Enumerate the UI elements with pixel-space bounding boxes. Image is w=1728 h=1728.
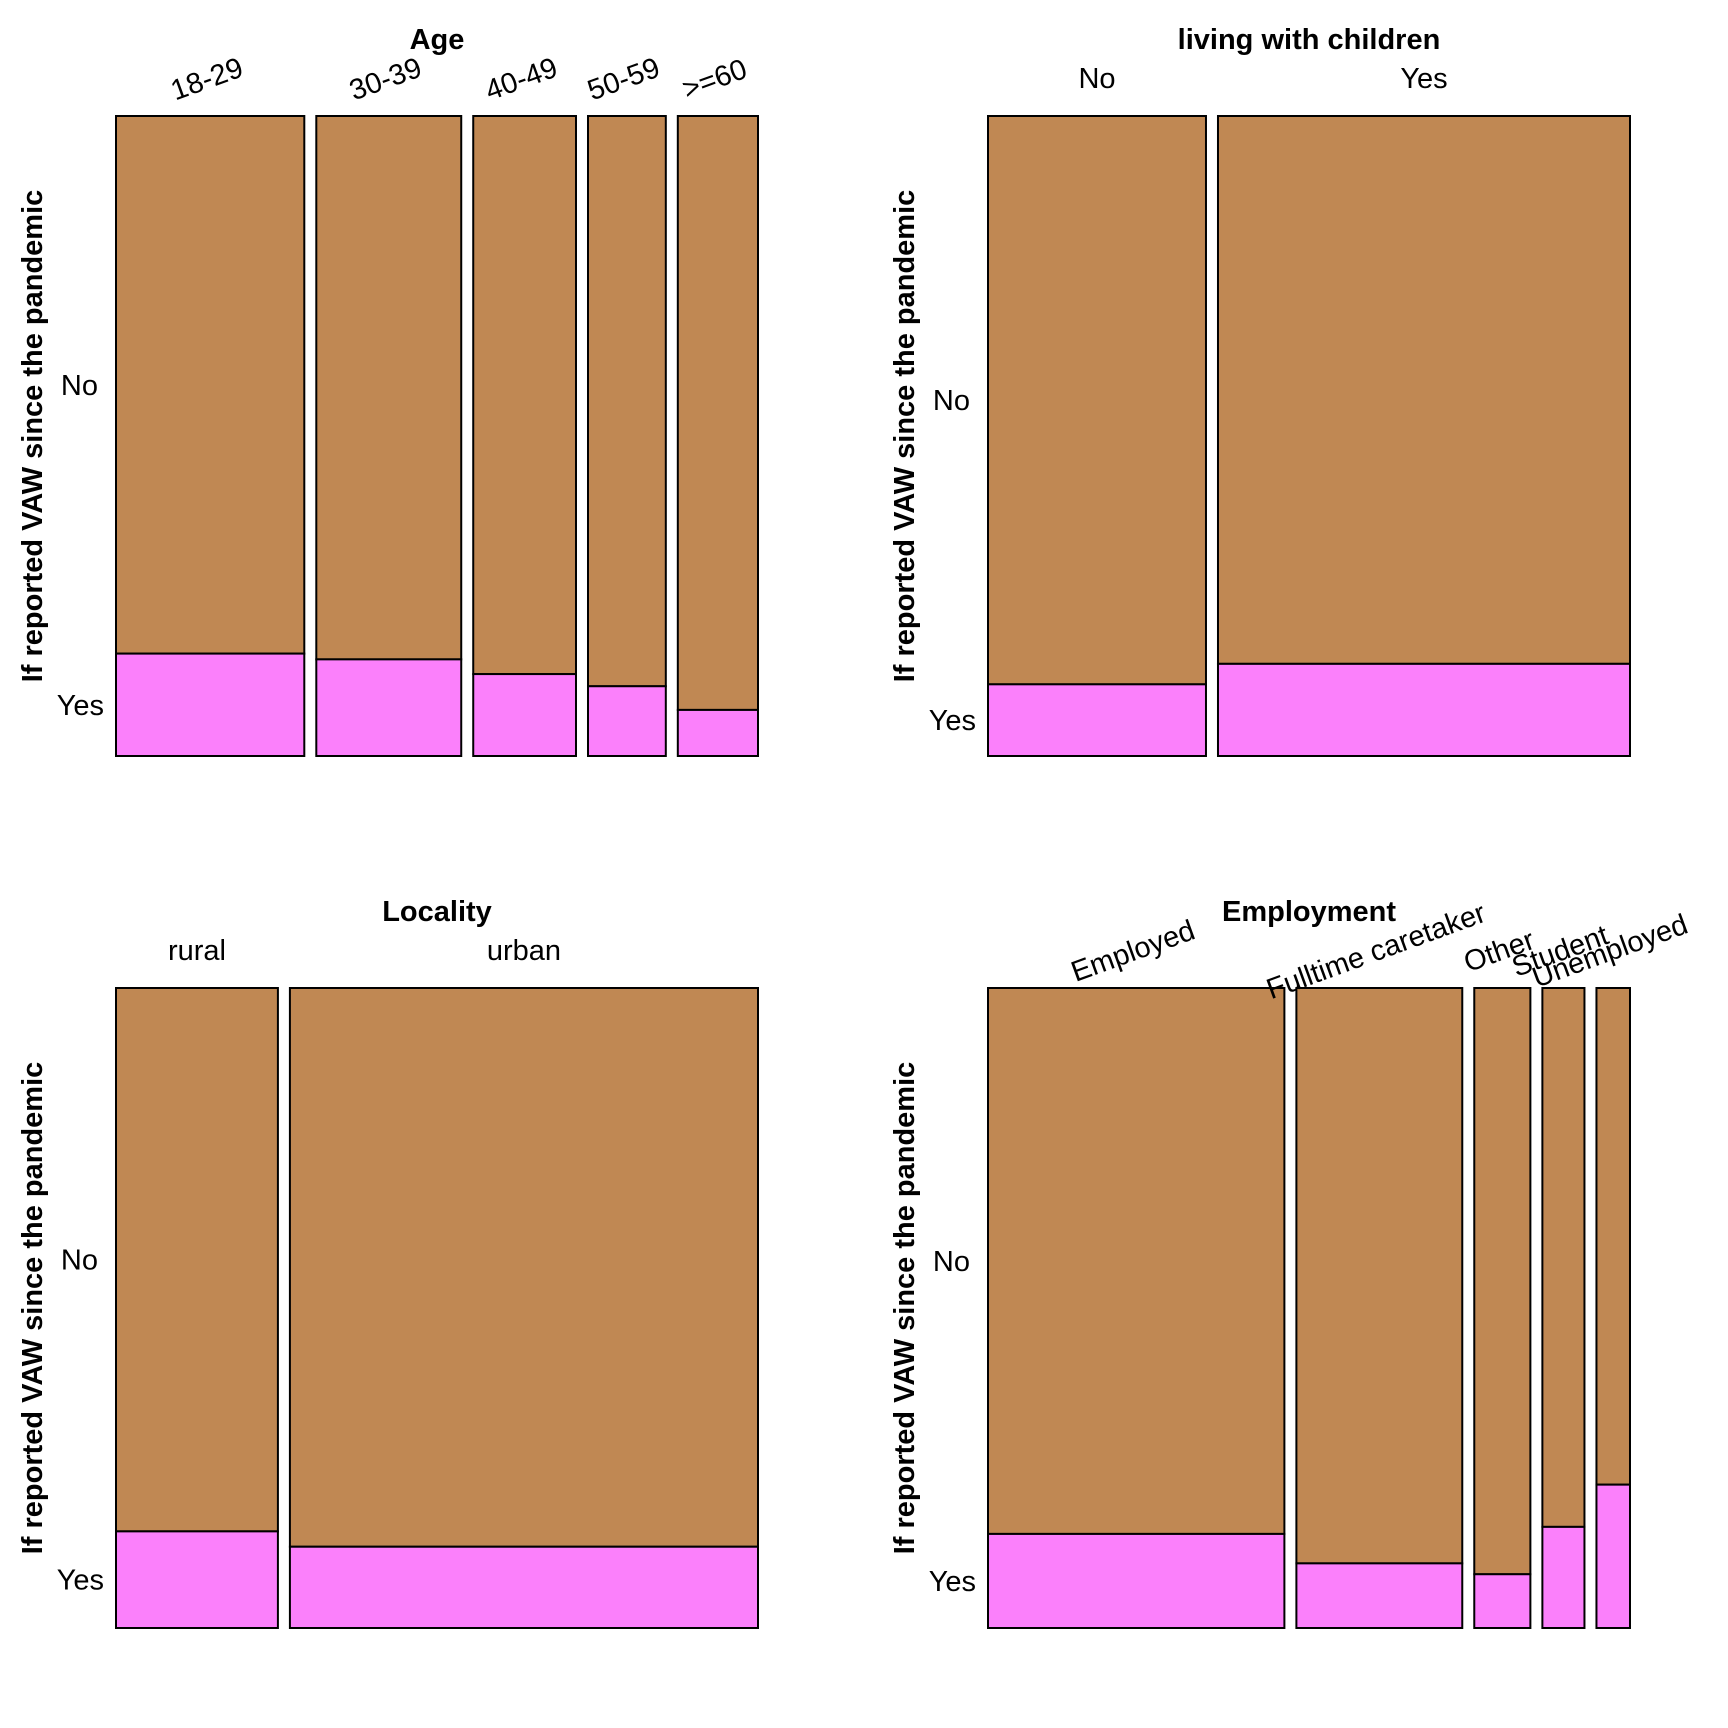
- level-label-yes: Yes: [929, 1566, 976, 1598]
- tile-no: [1295, 987, 1464, 1565]
- mosaic-panel: Age If reported VAW since the pandemic 18-…: [17, 24, 759, 758]
- panel-title: Employment: [1222, 896, 1396, 928]
- tile-yes: [1473, 1573, 1532, 1629]
- mosaic-panel: Employment If reported VAW since the pand…: [889, 896, 1692, 1630]
- tile-yes: [586, 685, 667, 757]
- level-label-yes: Yes: [57, 1565, 104, 1597]
- tile-no: [288, 987, 759, 1548]
- panel-title: living with children: [1178, 24, 1441, 56]
- category-label: 50-59: [584, 52, 665, 107]
- category-label: Yes: [1400, 63, 1447, 95]
- y-axis-label: If reported VAW since the pandemic: [889, 190, 921, 683]
- mosaic-panel: Locality If reported VAW since the pandem…: [17, 896, 759, 1629]
- y-axis-label: If reported VAW since the pandemic: [17, 190, 49, 683]
- tile-no: [1216, 115, 1631, 665]
- tile-no: [676, 115, 759, 711]
- tile-yes: [987, 1532, 1286, 1630]
- level-label-no: No: [933, 385, 970, 417]
- category-label: 40-49: [481, 52, 562, 107]
- tile-yes: [115, 652, 306, 757]
- tile-yes: [1541, 1525, 1586, 1630]
- tile-yes: [288, 1545, 759, 1629]
- tile-no: [1473, 987, 1532, 1576]
- tile-yes: [676, 708, 759, 757]
- level-label-yes: Yes: [57, 690, 104, 722]
- y-axis-label: If reported VAW since the pandemic: [17, 1062, 49, 1555]
- panel-title: Locality: [382, 896, 492, 928]
- tile-no: [472, 115, 577, 676]
- y-axis-label: If reported VAW since the pandemic: [889, 1062, 921, 1555]
- tile-no: [586, 115, 667, 688]
- category-label: 18-29: [167, 52, 248, 107]
- category-label: urban: [487, 935, 561, 967]
- category-label: >=60: [678, 53, 751, 106]
- category-label: rural: [168, 935, 226, 967]
- tile-no: [1541, 987, 1586, 1528]
- category-label: No: [1078, 63, 1115, 95]
- category-label: 30-39: [345, 52, 426, 107]
- tile-no: [115, 987, 279, 1533]
- level-label-yes: Yes: [929, 705, 976, 737]
- tile-yes: [115, 1530, 279, 1629]
- tile-yes: [1295, 1562, 1464, 1629]
- tile-yes: [1595, 1483, 1631, 1630]
- level-label-no: No: [933, 1246, 970, 1278]
- tile-no: [115, 115, 306, 655]
- tile-no: [987, 115, 1207, 686]
- tile-yes: [1216, 662, 1631, 758]
- tile-no: [315, 115, 463, 661]
- mosaic-panel: living with children If reported VAW sinc…: [889, 24, 1631, 758]
- panel-title: Age: [410, 24, 465, 56]
- tile-no: [1595, 987, 1631, 1486]
- tile-yes: [315, 658, 463, 757]
- tile-no: [987, 987, 1286, 1535]
- tile-yes: [472, 673, 577, 758]
- level-label-no: No: [61, 370, 98, 402]
- level-label-no: No: [61, 1245, 98, 1277]
- category-label: Employed: [1067, 914, 1199, 988]
- tile-yes: [987, 683, 1207, 758]
